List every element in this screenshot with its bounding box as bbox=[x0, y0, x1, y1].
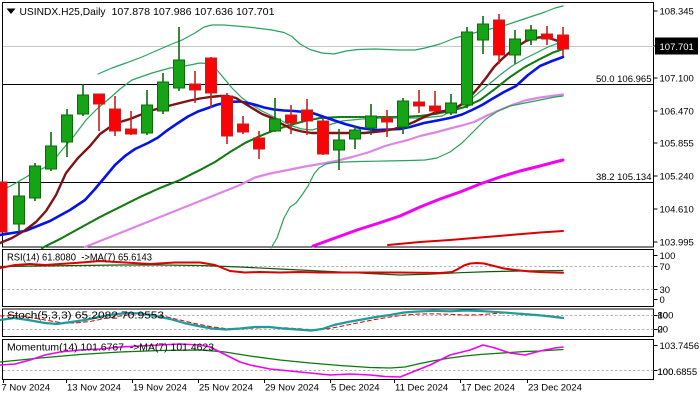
svg-text:108.345: 108.345 bbox=[660, 7, 694, 18]
svg-text:13 Nov 2024: 13 Nov 2024 bbox=[67, 383, 121, 394]
svg-text:70: 70 bbox=[660, 262, 671, 273]
svg-text:100: 100 bbox=[658, 367, 674, 378]
svg-text:17 Dec 2024: 17 Dec 2024 bbox=[461, 383, 515, 394]
svg-text:80: 80 bbox=[658, 311, 669, 322]
svg-text:107.100: 107.100 bbox=[660, 74, 694, 85]
svg-text:0: 0 bbox=[660, 295, 665, 306]
svg-text:50.0 106.965: 50.0 106.965 bbox=[596, 74, 651, 85]
svg-text:30: 30 bbox=[660, 285, 671, 296]
svg-text:20: 20 bbox=[658, 325, 669, 336]
svg-text:RSI(14) 61.8080 ->MA(7) 65.61: RSI(14) 61.8080 ->MA(7) 65.6143 bbox=[7, 253, 152, 264]
svg-text:100: 100 bbox=[660, 251, 676, 262]
svg-text:Momentum(14) 101.6767 ->MA(7): Momentum(14) 101.6767 ->MA(7) 101.4623 bbox=[7, 343, 214, 354]
svg-text:Stoch(5,3,3) 65.2082 70.9553: Stoch(5,3,3) 65.2082 70.9553 bbox=[7, 311, 165, 322]
svg-text:105.240: 105.240 bbox=[660, 172, 694, 183]
svg-text:100.6855: 100.6855 bbox=[658, 367, 698, 378]
svg-text:29 Nov 2024: 29 Nov 2024 bbox=[265, 383, 319, 394]
svg-text:23 Dec 2024: 23 Dec 2024 bbox=[528, 383, 582, 394]
svg-text:107.701: 107.701 bbox=[660, 42, 694, 53]
svg-text:19 Nov 2024: 19 Nov 2024 bbox=[133, 383, 187, 394]
svg-text:106.470: 106.470 bbox=[660, 107, 694, 118]
svg-text:7 Nov 2024: 7 Nov 2024 bbox=[2, 383, 51, 394]
svg-text:11 Dec 2024: 11 Dec 2024 bbox=[395, 383, 448, 394]
svg-text:103.995: 103.995 bbox=[660, 238, 694, 249]
svg-text:25 Nov 2024: 25 Nov 2024 bbox=[199, 383, 253, 394]
svg-text:0: 0 bbox=[658, 325, 663, 336]
svg-text:USINDX.H25,Daily: USINDX.H25,Daily bbox=[20, 6, 107, 18]
svg-text:38.2 105.134: 38.2 105.134 bbox=[596, 172, 651, 183]
svg-text:103.7456: 103.7456 bbox=[660, 341, 700, 352]
svg-text:105.855: 105.855 bbox=[660, 139, 694, 150]
svg-text:100: 100 bbox=[658, 311, 674, 322]
svg-text:104.610: 104.610 bbox=[660, 205, 694, 216]
svg-text:5 Dec 2024: 5 Dec 2024 bbox=[331, 383, 380, 394]
svg-text:107.878 107.986 107.636 107.70: 107.878 107.986 107.636 107.701 bbox=[112, 6, 275, 18]
